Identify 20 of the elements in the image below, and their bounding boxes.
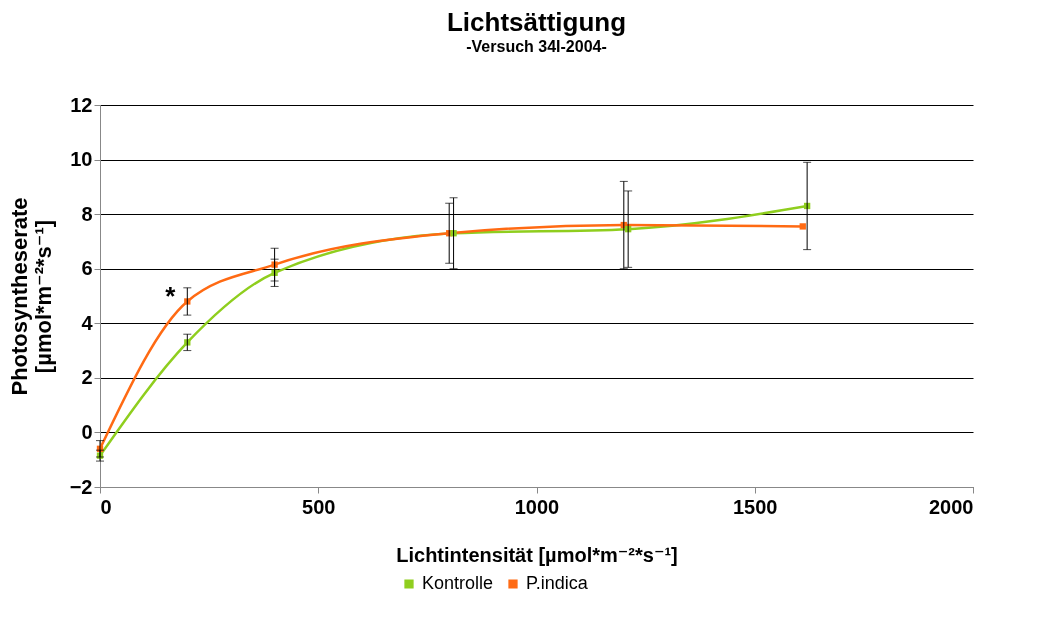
x-tick-label: 500 <box>302 495 336 518</box>
x-tick-label: 1000 <box>514 495 560 518</box>
y-tick-label: 4 <box>81 311 94 334</box>
legend-label: Kontrolle <box>422 573 494 593</box>
chart-title: Lichtsättigung <box>446 7 627 37</box>
y-tick-label: 8 <box>81 202 93 225</box>
y-tick-label: −2 <box>69 475 93 498</box>
annotation: * <box>165 281 177 312</box>
x-tick-label: 0 <box>100 495 112 518</box>
x-tick-label: 1500 <box>733 495 778 518</box>
y-tick-label: 2 <box>81 366 93 389</box>
y-tick-label: 10 <box>70 148 93 171</box>
y-tick-label: 12 <box>70 93 93 116</box>
y-tick-label: 6 <box>81 257 93 280</box>
y-tick-label: 0 <box>81 420 93 443</box>
chart-subtitle: -Versuch 34I-2004- <box>466 38 607 55</box>
x-tick-label: 2000 <box>929 495 974 518</box>
x-axis-title: Lichtintensität [µmol*m⁻²*s⁻¹] <box>396 543 678 566</box>
legend-label: P.indica <box>526 573 589 593</box>
y-axis-title: Photosyntheserate [µmol*m⁻²*s⁻¹] <box>6 197 56 396</box>
